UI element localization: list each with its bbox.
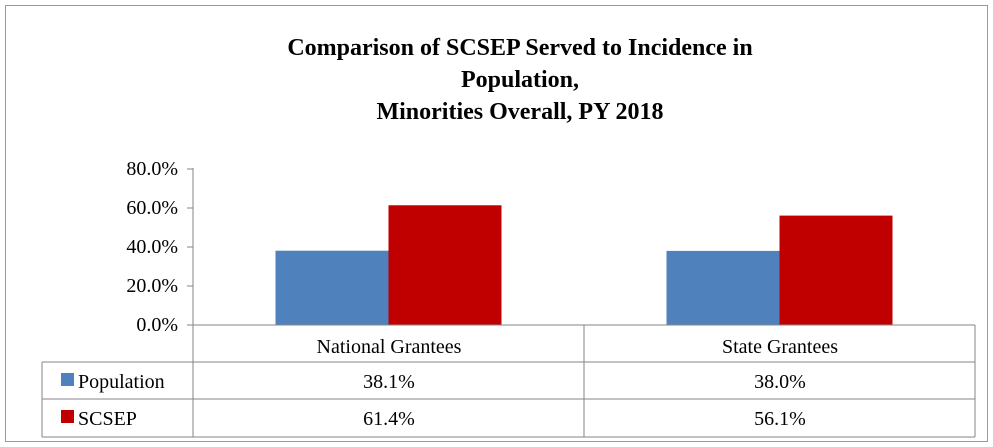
bar-scsep-national-grantees [388, 205, 502, 325]
y-tick-label: 80.0% [126, 158, 178, 180]
chart-title-line-2: Population, [461, 67, 579, 93]
data-label-population-national: 38.1% [363, 371, 415, 393]
bar-scsep-state-grantees [779, 215, 893, 325]
data-label-scsep-national: 61.4% [363, 408, 415, 430]
category-label-state-grantees: State Grantees [722, 336, 838, 358]
category-label-national-grantees: National Grantees [317, 336, 462, 358]
data-label-scsep-state: 56.1% [754, 408, 806, 430]
y-tick-label: 20.0% [126, 275, 178, 297]
chart-title-line-1: Comparison of SCSEP Served to Incidence … [287, 35, 752, 61]
y-tick-label: 40.0% [126, 236, 178, 258]
y-tick-label: 60.0% [126, 197, 178, 219]
legend-key-population [61, 373, 74, 386]
legend-label-scsep: SCSEP [78, 408, 137, 430]
data-label-population-state: 38.0% [754, 371, 806, 393]
legend-key-scsep [61, 410, 74, 423]
bar-population-state-grantees [666, 250, 780, 325]
legend-label-population: Population [78, 371, 165, 393]
y-tick-marks [187, 168, 193, 326]
bar-population-national-grantees [275, 250, 389, 325]
data-table-grid [41, 324, 976, 438]
chart-title-line-3: Minorities Overall, PY 2018 [376, 99, 663, 125]
y-tick-label: 0.0% [136, 314, 178, 336]
